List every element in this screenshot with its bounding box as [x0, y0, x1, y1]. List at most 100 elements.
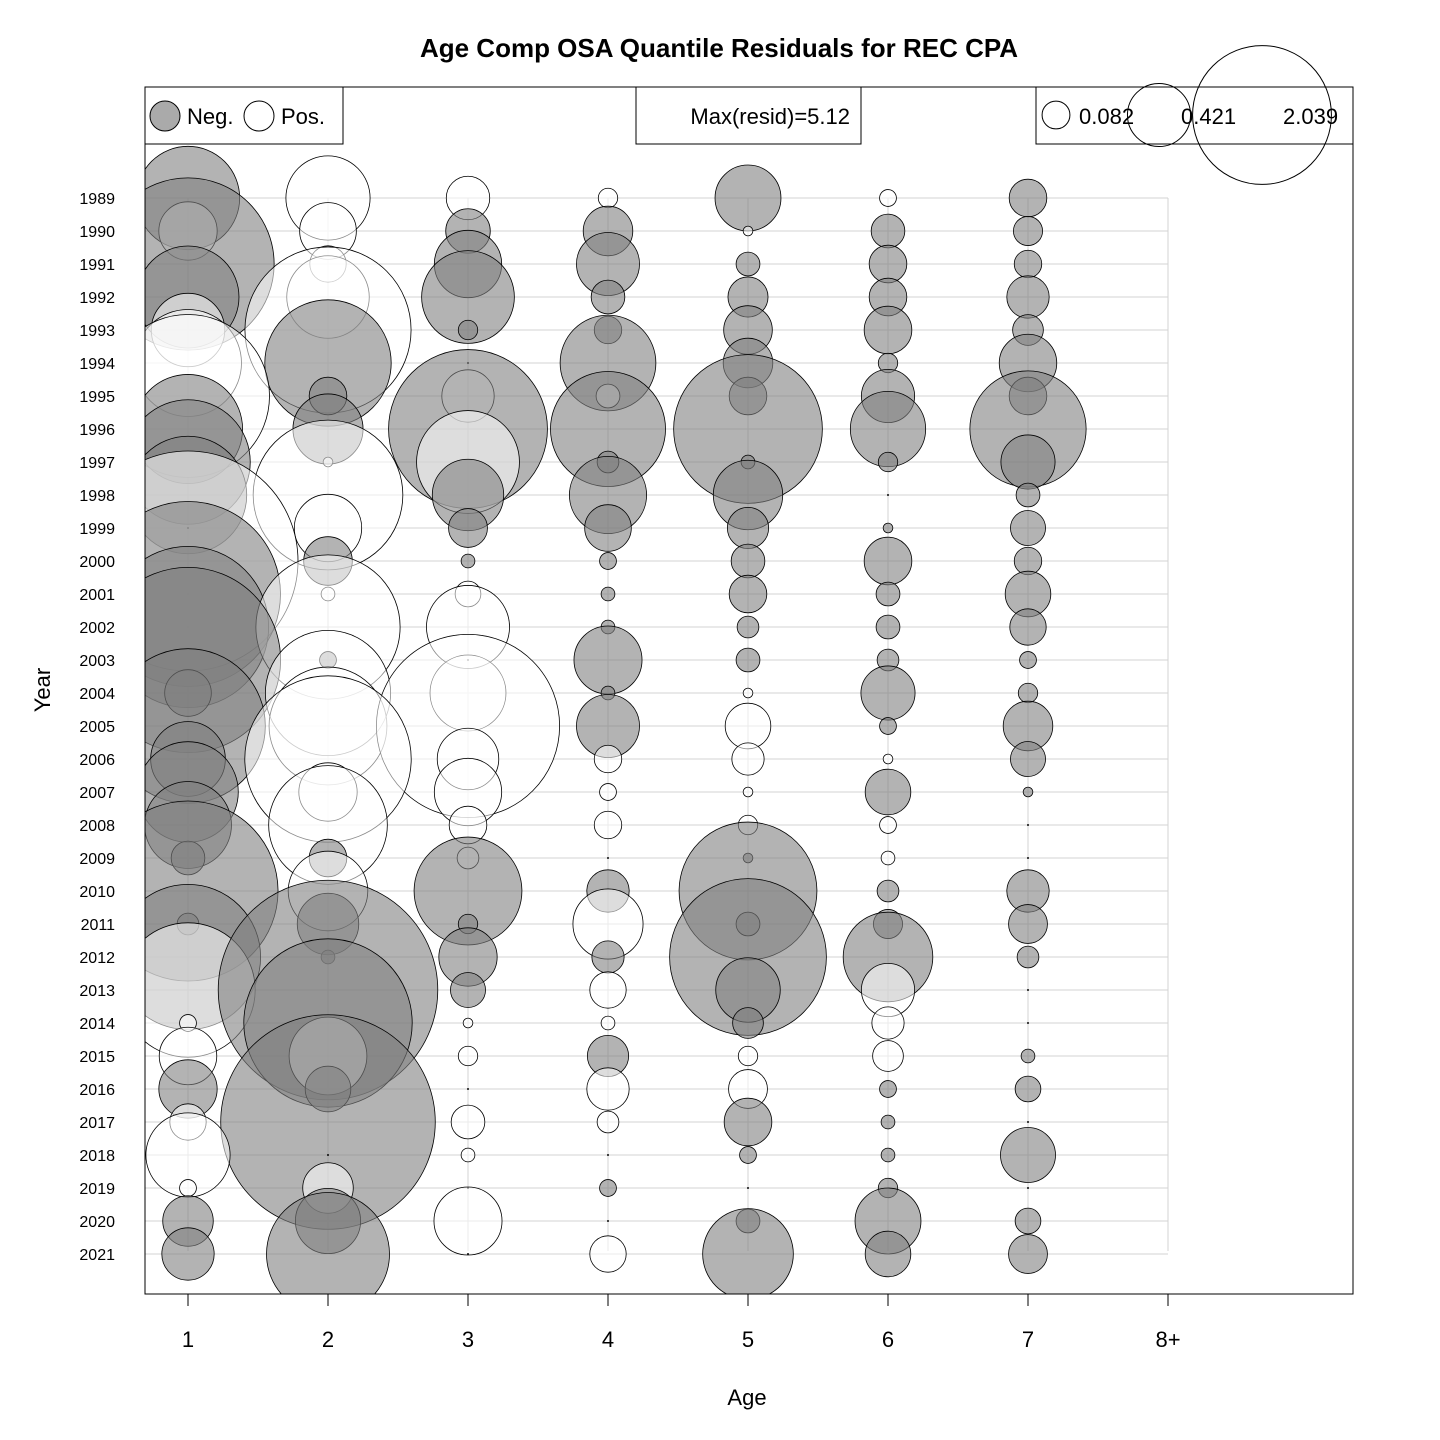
bubble-positive: [596, 1110, 620, 1134]
bubble-negative: [868, 244, 908, 284]
bubble-positive: [742, 687, 754, 699]
bubble-positive: [872, 1040, 904, 1072]
bubble-positive: [599, 783, 617, 801]
y-tick-label: 2017: [79, 1115, 115, 1132]
x-tick-label: 4: [602, 1327, 614, 1352]
bubble-positive: [1027, 824, 1030, 827]
negative-legend-symbol: [149, 100, 181, 132]
bubble-positive: [607, 857, 610, 860]
x-tick-label: 8+: [1155, 1327, 1180, 1352]
bubble-positive: [433, 1186, 503, 1256]
y-tick-label: 2007: [79, 785, 115, 802]
max-legend: Max(resid)=5.12: [635, 86, 862, 145]
bubble-negative: [1000, 434, 1056, 490]
bubble-negative: [864, 768, 912, 816]
y-tick-label: 2016: [79, 1082, 115, 1099]
bubble-positive: [742, 225, 754, 237]
bubble-negative: [880, 1147, 896, 1163]
bubble-negative: [573, 625, 643, 695]
x-tick-label: 3: [462, 1327, 474, 1352]
y-tick-label: 2019: [79, 1181, 115, 1198]
y-tick-label: 1997: [79, 455, 115, 472]
y-tick-label: 2014: [79, 1016, 115, 1033]
bubble-negative: [1010, 741, 1046, 777]
size-legend-label-1: 0.082: [1079, 104, 1134, 129]
bubble-negative: [1022, 786, 1034, 798]
y-tick-label: 1995: [79, 389, 115, 406]
y-tick-label: 2003: [79, 653, 115, 670]
bubble-negative: [875, 614, 901, 640]
positive-legend-symbol: [243, 100, 275, 132]
bubble-negative: [1015, 482, 1041, 508]
bubble-positive: [607, 1220, 610, 1223]
y-tick-label: 2013: [79, 983, 115, 1000]
bubble-negative: [739, 1146, 757, 1164]
bubble-negative: [736, 615, 760, 639]
bubble-negative: [1008, 1234, 1048, 1274]
bubble-negative: [599, 1179, 617, 1197]
bubble-negative: [880, 1114, 896, 1130]
y-tick-label: 1989: [79, 191, 115, 208]
bubble-positive: [462, 1017, 474, 1029]
bubble-negative: [600, 586, 616, 602]
bubble-negative: [1014, 1075, 1042, 1103]
y-tick-label: 1998: [79, 488, 115, 505]
x-tick-label: 5: [742, 1327, 754, 1352]
bubble-positive: [1027, 1022, 1030, 1025]
bubble-positive: [1027, 989, 1030, 992]
bubble-negative: [591, 940, 625, 974]
y-tick-label: 2012: [79, 950, 115, 967]
y-tick-label: 2020: [79, 1214, 115, 1231]
y-tick-label: 1991: [79, 257, 115, 274]
bubble-negative: [448, 508, 488, 548]
bubble-negative: [735, 647, 761, 673]
bubble-positive: [589, 971, 627, 1009]
y-tick-label: 2009: [79, 851, 115, 868]
bubble-positive: [871, 1006, 905, 1040]
bubble-positive: [589, 1235, 627, 1273]
y-tick-label: 2018: [79, 1148, 115, 1165]
bubble-positive: [593, 810, 623, 840]
bubble-negative: [1010, 510, 1046, 546]
bubble-negative: [1019, 651, 1037, 669]
bubble-negative: [875, 581, 901, 607]
bubble-negative: [882, 522, 894, 534]
bubble-positive: [326, 1154, 329, 1157]
bubble-negative: [735, 251, 761, 277]
bubble-positive: [880, 850, 896, 866]
x-axis-label: Age: [727, 1385, 766, 1410]
bubble-negative: [732, 1007, 764, 1039]
y-tick-labels: 1989 1990 1991 1992 1993 1994 1995 1996 1997 1998…: [79, 191, 115, 1264]
negative-legend-label: Neg.: [187, 104, 233, 129]
bubble-positive: [593, 744, 623, 774]
bubble-negative: [1006, 275, 1050, 319]
y-tick-label: 1990: [79, 224, 115, 241]
bubble-negative: [870, 213, 906, 249]
bubble-positive: [724, 702, 772, 750]
bubble-negative: [450, 972, 486, 1008]
bubble-positive: [882, 753, 894, 765]
bubble-positive: [600, 1015, 616, 1031]
bubble-negative: [1008, 178, 1048, 218]
x-tick-label: 2: [322, 1327, 334, 1352]
bubble-negative: [266, 1192, 390, 1294]
y-tick-label: 1992: [79, 290, 115, 307]
bubble-negative: [726, 506, 770, 550]
positive-legend-label: Pos.: [281, 104, 325, 129]
y-tick-label: 2008: [79, 818, 115, 835]
bubble-positive: [466, 1088, 469, 1091]
bubble-positive: [731, 742, 765, 776]
y-tick-label: 2015: [79, 1049, 115, 1066]
bubble-negative: [590, 279, 626, 315]
x-tick-labels: 1 2 3 4 5 6 7 8+: [182, 1294, 1181, 1352]
bubble-positive: [747, 1187, 750, 1190]
y-tick-label: 1996: [79, 422, 115, 439]
bubble-positive: [879, 816, 897, 834]
bubble-negative: [714, 164, 782, 232]
y-tick-label: 2021: [79, 1247, 115, 1264]
bubble-negative: [584, 504, 632, 552]
bubble-negative: [1013, 546, 1043, 576]
bubble-negative: [1017, 682, 1039, 704]
bubble-positive: [1027, 857, 1030, 860]
